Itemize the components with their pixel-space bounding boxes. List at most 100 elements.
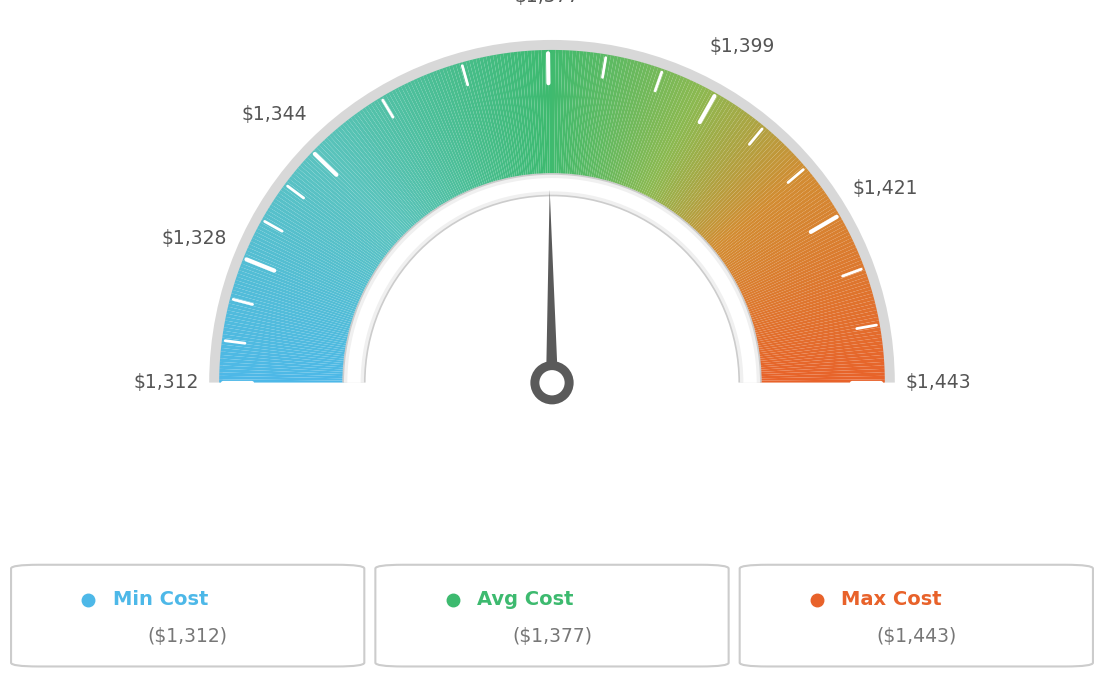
Wedge shape — [473, 59, 505, 182]
Wedge shape — [346, 120, 425, 221]
Wedge shape — [220, 369, 346, 376]
Wedge shape — [570, 51, 583, 177]
Wedge shape — [567, 51, 580, 177]
Wedge shape — [235, 277, 357, 319]
Text: $1,312: $1,312 — [134, 373, 199, 392]
Wedge shape — [524, 51, 537, 177]
Wedge shape — [655, 95, 721, 205]
Wedge shape — [756, 341, 882, 359]
Wedge shape — [220, 358, 347, 370]
Wedge shape — [747, 273, 868, 317]
Wedge shape — [749, 280, 870, 321]
Wedge shape — [758, 373, 884, 378]
Wedge shape — [675, 115, 753, 218]
Wedge shape — [755, 320, 880, 346]
Wedge shape — [224, 324, 349, 348]
Wedge shape — [277, 193, 383, 267]
Wedge shape — [309, 152, 403, 242]
Wedge shape — [549, 50, 552, 177]
Wedge shape — [591, 56, 618, 181]
Wedge shape — [342, 122, 424, 222]
Wedge shape — [222, 334, 348, 355]
Wedge shape — [719, 187, 824, 263]
Wedge shape — [757, 351, 883, 366]
Wedge shape — [517, 51, 532, 177]
Wedge shape — [742, 254, 860, 305]
Wedge shape — [693, 140, 783, 234]
Wedge shape — [220, 376, 346, 381]
Wedge shape — [220, 365, 346, 374]
Wedge shape — [486, 56, 513, 181]
Wedge shape — [742, 250, 859, 303]
Wedge shape — [619, 68, 665, 188]
Wedge shape — [446, 66, 488, 187]
Wedge shape — [362, 108, 436, 213]
Wedge shape — [325, 138, 412, 233]
Wedge shape — [507, 52, 527, 178]
Wedge shape — [463, 61, 499, 184]
Wedge shape — [305, 157, 400, 245]
Wedge shape — [641, 83, 700, 198]
Wedge shape — [223, 327, 349, 351]
Wedge shape — [385, 92, 450, 204]
Wedge shape — [253, 235, 368, 293]
Text: Max Cost: Max Cost — [841, 590, 942, 609]
Wedge shape — [715, 179, 817, 258]
Wedge shape — [368, 104, 439, 211]
Wedge shape — [694, 143, 785, 235]
Wedge shape — [317, 145, 407, 237]
Wedge shape — [264, 213, 374, 279]
Wedge shape — [701, 152, 795, 242]
Wedge shape — [545, 50, 550, 177]
Wedge shape — [728, 208, 837, 276]
Wedge shape — [731, 217, 842, 282]
Wedge shape — [244, 254, 362, 305]
Wedge shape — [582, 54, 604, 179]
Wedge shape — [630, 75, 681, 193]
Wedge shape — [459, 62, 497, 185]
Wedge shape — [758, 365, 884, 374]
Wedge shape — [251, 238, 367, 295]
Wedge shape — [221, 344, 347, 361]
Wedge shape — [559, 50, 566, 177]
Wedge shape — [626, 72, 675, 191]
Wedge shape — [690, 135, 777, 231]
Wedge shape — [757, 348, 883, 364]
Wedge shape — [531, 50, 541, 177]
Wedge shape — [302, 160, 399, 246]
Wedge shape — [750, 286, 872, 325]
Wedge shape — [711, 170, 810, 253]
Wedge shape — [225, 313, 350, 342]
Wedge shape — [380, 97, 447, 206]
Wedge shape — [730, 213, 840, 279]
Wedge shape — [420, 76, 473, 193]
Wedge shape — [376, 98, 445, 208]
Wedge shape — [439, 68, 485, 188]
Text: $1,421: $1,421 — [852, 179, 919, 198]
Wedge shape — [227, 307, 351, 337]
Wedge shape — [233, 283, 355, 323]
Wedge shape — [561, 50, 570, 177]
Wedge shape — [736, 235, 851, 293]
Wedge shape — [754, 313, 879, 342]
Wedge shape — [713, 176, 815, 256]
Wedge shape — [224, 320, 349, 346]
Wedge shape — [634, 77, 688, 195]
Wedge shape — [248, 244, 364, 299]
Wedge shape — [273, 199, 380, 270]
Wedge shape — [577, 52, 597, 178]
Wedge shape — [329, 133, 415, 229]
Wedge shape — [238, 267, 359, 313]
Wedge shape — [702, 155, 797, 243]
Wedge shape — [612, 64, 651, 186]
Wedge shape — [671, 112, 747, 216]
Wedge shape — [348, 117, 427, 219]
Wedge shape — [359, 110, 434, 215]
Wedge shape — [750, 290, 872, 327]
Circle shape — [530, 361, 574, 404]
Wedge shape — [758, 380, 884, 383]
Wedge shape — [743, 257, 861, 307]
Polygon shape — [546, 190, 558, 383]
Wedge shape — [756, 334, 882, 355]
Wedge shape — [740, 244, 856, 299]
